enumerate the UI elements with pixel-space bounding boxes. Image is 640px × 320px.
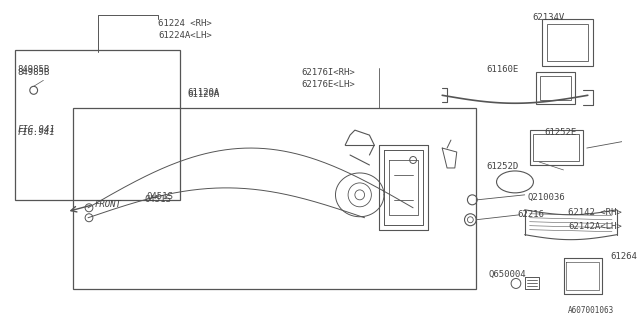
Text: 62134V: 62134V: [532, 13, 564, 22]
Text: 0451S: 0451S: [147, 192, 173, 201]
Bar: [533, 134, 579, 161]
Text: A607001063: A607001063: [568, 306, 614, 315]
Text: 61264: 61264: [610, 252, 637, 260]
Bar: [74, 108, 476, 289]
Bar: [542, 19, 593, 67]
Bar: [536, 72, 575, 104]
Text: FIG.941: FIG.941: [17, 125, 55, 134]
Text: 61252E: 61252E: [544, 128, 577, 137]
Bar: [15, 51, 180, 200]
Bar: [529, 130, 583, 165]
Text: Q650004: Q650004: [489, 269, 527, 278]
Bar: [540, 76, 572, 100]
Text: 61120A: 61120A: [187, 88, 220, 97]
Text: 62142A<LH>: 62142A<LH>: [568, 222, 621, 231]
Text: Q210036: Q210036: [527, 193, 565, 202]
Text: 62142 <RH>: 62142 <RH>: [568, 208, 621, 217]
Text: 62216: 62216: [517, 210, 544, 219]
Text: 84985B: 84985B: [17, 65, 49, 75]
Bar: [547, 24, 588, 61]
Text: 0451S: 0451S: [144, 195, 171, 204]
Text: 84985B: 84985B: [17, 68, 49, 77]
Text: 61224 <RH>: 61224 <RH>: [158, 19, 212, 28]
Text: 61252D: 61252D: [486, 162, 518, 171]
Text: 61160E: 61160E: [486, 65, 518, 75]
Text: FIG.941: FIG.941: [17, 128, 55, 137]
Text: FRONT: FRONT: [95, 200, 122, 209]
Text: 62176I<RH>: 62176I<RH>: [301, 68, 355, 77]
Text: 61120A: 61120A: [187, 90, 220, 99]
Text: 62176E<LH>: 62176E<LH>: [301, 80, 355, 89]
Text: 61224A<LH>: 61224A<LH>: [158, 31, 212, 40]
